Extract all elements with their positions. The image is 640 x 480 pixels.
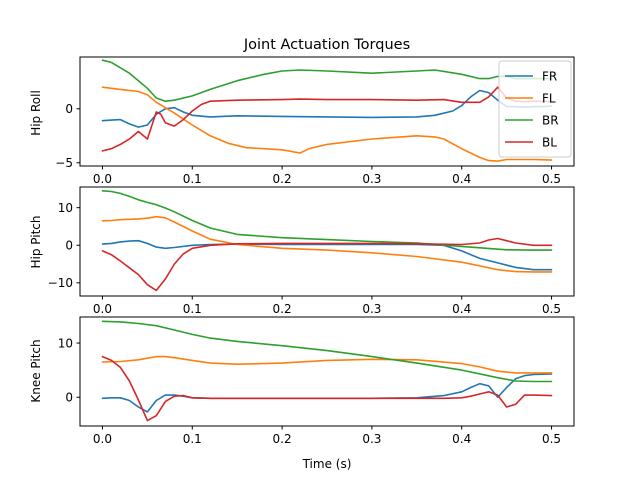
xtick-label: 0.2 bbox=[273, 302, 292, 316]
xtick-label: 0.0 bbox=[93, 302, 112, 316]
figure-title: Joint Actuation Torques bbox=[243, 37, 410, 53]
ylabel-hip-roll: Hip Roll bbox=[29, 90, 43, 136]
series-line-hip-roll-br bbox=[101, 59, 553, 102]
xtick-label: 0.4 bbox=[452, 172, 471, 186]
hip-pitch-panel: Hip Pitch 0.0 0.1 0.2 0.3 0.4 0.5 −10 0 10 bbox=[29, 186, 575, 316]
series-line-hip-roll-fl bbox=[101, 86, 553, 162]
xtick-label: 0.1 bbox=[183, 432, 202, 446]
series-line-hip-pitch-fl bbox=[101, 215, 553, 273]
xtick-label: 0.3 bbox=[362, 432, 381, 446]
axes-frame-hip-roll bbox=[79, 56, 575, 167]
xtick-label: 0.2 bbox=[273, 172, 292, 186]
xtick-label: 0.2 bbox=[273, 432, 292, 446]
series-line-knee-pitch-fl bbox=[101, 355, 553, 374]
xtick-label: 0.0 bbox=[93, 172, 112, 186]
hip-roll-panel: Hip Roll 0.0 0.1 0.2 0.3 0.4 0.5 −5 0 bbox=[29, 56, 575, 186]
legend-label-br: BR bbox=[542, 113, 559, 127]
xtick-label: 0.1 bbox=[183, 302, 202, 316]
ytick-label: 0 bbox=[65, 102, 73, 116]
ytick-label: −5 bbox=[55, 156, 73, 170]
series-line-hip-pitch-br bbox=[101, 190, 553, 251]
axes-frame-knee-pitch bbox=[79, 316, 575, 427]
series-line-hip-roll-fr bbox=[101, 89, 553, 128]
xtick-label: 0.3 bbox=[362, 302, 381, 316]
series-line-hip-pitch-bl bbox=[101, 237, 553, 292]
xtick-label: 0.0 bbox=[93, 432, 112, 446]
axes-frame-hip-pitch bbox=[79, 186, 575, 297]
ytick-label: 0 bbox=[65, 239, 73, 253]
xtick-label: 0.5 bbox=[542, 302, 561, 316]
ylabel-knee-pitch: Knee Pitch bbox=[29, 339, 43, 402]
ytick-label: 0 bbox=[65, 391, 73, 405]
legend-frame bbox=[498, 60, 572, 158]
legend: FR FL BR BL bbox=[498, 60, 572, 158]
series-line-hip-pitch-fr bbox=[101, 239, 553, 271]
xtick-label: 0.5 bbox=[542, 432, 561, 446]
ytick-label: 10 bbox=[58, 336, 73, 350]
legend-label-fr: FR bbox=[542, 69, 557, 83]
xtick-label: 0.4 bbox=[452, 302, 471, 316]
series-line-knee-pitch-br bbox=[101, 320, 553, 383]
xtick-label: 0.4 bbox=[452, 432, 471, 446]
xtick-label: 0.1 bbox=[183, 172, 202, 186]
xlabel-time: Time (s) bbox=[302, 457, 352, 471]
xtick-label: 0.3 bbox=[362, 172, 381, 186]
legend-label-bl: BL bbox=[542, 135, 557, 149]
legend-label-fl: FL bbox=[542, 91, 556, 105]
ytick-label: 10 bbox=[58, 201, 73, 215]
xtick-label: 0.5 bbox=[542, 172, 561, 186]
series-line-knee-pitch-bl bbox=[101, 355, 553, 422]
ylabel-hip-pitch: Hip Pitch bbox=[29, 215, 43, 268]
series-line-hip-roll-bl bbox=[101, 86, 553, 152]
ytick-label: −10 bbox=[48, 276, 73, 290]
knee-pitch-panel: Knee Pitch Time (s) 0.0 0.1 0.2 0.3 0.4 0.5 0 1… bbox=[29, 316, 575, 471]
